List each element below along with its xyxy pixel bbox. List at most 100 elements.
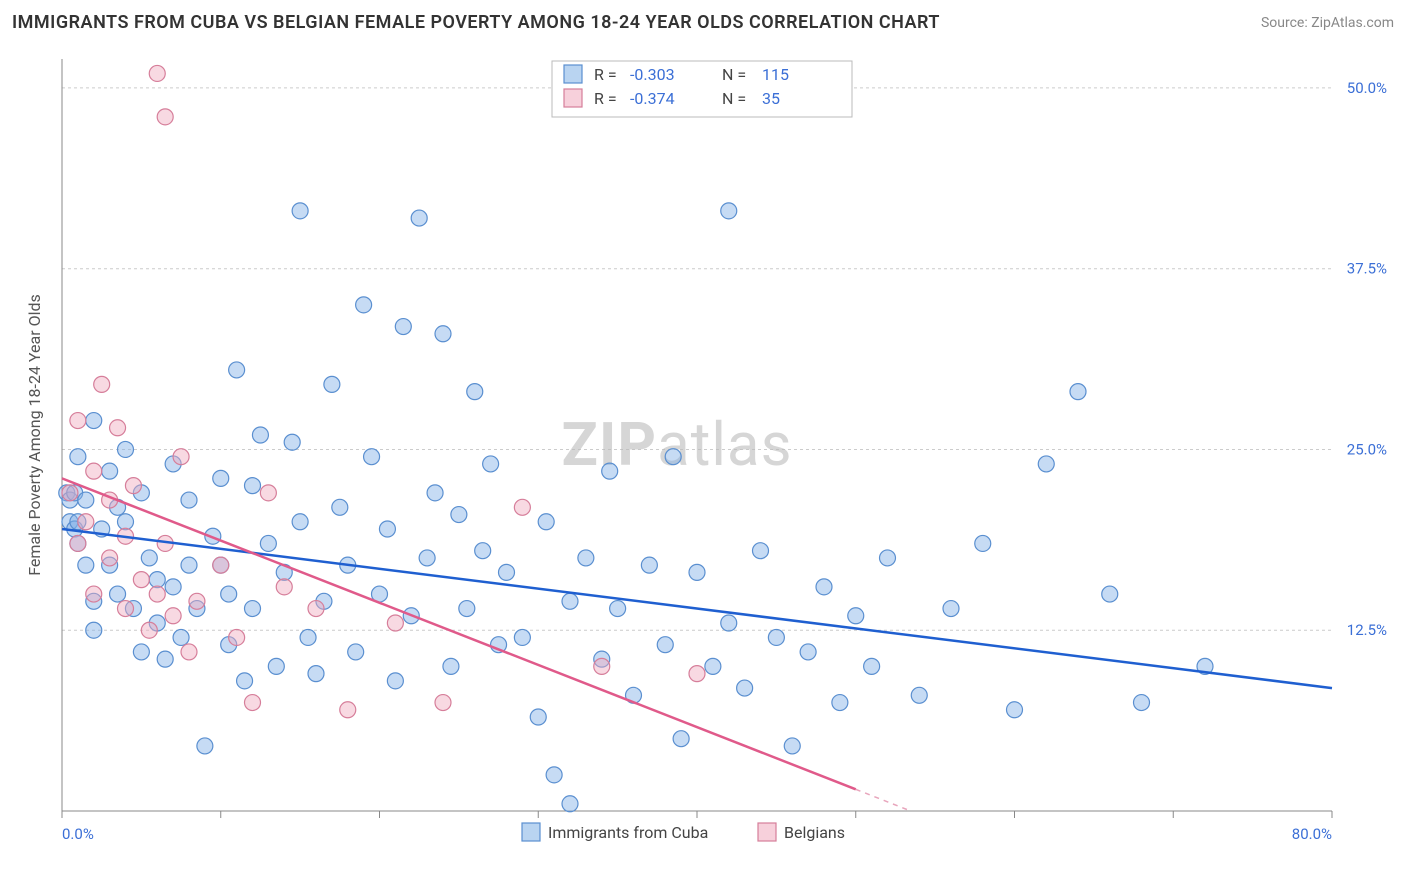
source-attribution: Source: ZipAtlas.com: [1261, 15, 1394, 31]
data-point-belgian: [70, 413, 86, 429]
data-point-cuba: [443, 658, 459, 674]
legend-swatch: [564, 89, 582, 107]
data-point-belgian: [387, 615, 403, 631]
data-point-cuba: [1007, 702, 1023, 718]
data-point-cuba: [673, 731, 689, 747]
data-point-belgian: [149, 65, 165, 81]
data-point-cuba: [141, 550, 157, 566]
data-point-belgian: [141, 622, 157, 638]
data-point-cuba: [657, 637, 673, 653]
data-point-cuba: [943, 601, 959, 617]
legend-r-label: R =: [594, 65, 617, 84]
data-point-belgian: [118, 601, 134, 617]
data-point-cuba: [816, 579, 832, 595]
data-point-cuba: [721, 615, 737, 631]
data-point-cuba: [181, 557, 197, 573]
data-point-belgian: [276, 579, 292, 595]
data-point-belgian: [70, 535, 86, 551]
data-point-cuba: [252, 427, 268, 443]
data-point-cuba: [245, 601, 261, 617]
data-point-cuba: [475, 543, 491, 559]
data-point-cuba: [419, 550, 435, 566]
legend-n-label: N =: [722, 89, 746, 108]
data-point-cuba: [395, 319, 411, 335]
data-point-cuba: [213, 470, 229, 486]
data-point-cuba: [149, 572, 165, 588]
data-point-belgian: [78, 514, 94, 530]
correlation-scatter-chart: ZIPatlas0.0%80.0%12.5%25.0%37.5%50.0%Fem…: [12, 41, 1392, 851]
legend-swatch: [758, 823, 776, 841]
data-point-cuba: [975, 535, 991, 551]
data-point-cuba: [800, 644, 816, 660]
watermark: ZIPatlas: [561, 409, 792, 480]
data-point-cuba: [379, 521, 395, 537]
data-point-cuba: [292, 514, 308, 530]
data-point-cuba: [610, 601, 626, 617]
data-point-belgian: [165, 608, 181, 624]
trendline-belgian-extrap: [856, 789, 911, 811]
data-point-cuba: [221, 586, 237, 602]
y-axis-title: Female Poverty Among 18-24 Year Olds: [25, 294, 44, 576]
data-point-belgian: [173, 449, 189, 465]
data-point-cuba: [245, 478, 261, 494]
data-point-cuba: [78, 557, 94, 573]
data-point-cuba: [411, 210, 427, 226]
data-point-cuba: [880, 550, 896, 566]
data-point-belgian: [340, 702, 356, 718]
legend-n-value: 35: [762, 89, 780, 108]
y-tick-label: 37.5%: [1347, 260, 1387, 278]
data-point-cuba: [157, 651, 173, 667]
data-point-belgian: [308, 601, 324, 617]
data-point-cuba: [268, 658, 284, 674]
data-point-cuba: [197, 738, 213, 754]
data-point-cuba: [292, 203, 308, 219]
data-point-belgian: [149, 586, 165, 602]
data-point-cuba: [737, 680, 753, 696]
data-point-belgian: [229, 629, 245, 645]
legend-swatch: [564, 65, 582, 83]
source-link[interactable]: ZipAtlas.com: [1311, 15, 1394, 31]
x-tick-label: 0.0%: [62, 825, 94, 843]
data-point-belgian: [213, 557, 229, 573]
data-point-cuba: [387, 673, 403, 689]
data-point-belgian: [86, 586, 102, 602]
data-point-cuba: [165, 579, 181, 595]
legend-r-value: -0.374: [630, 89, 675, 108]
data-point-cuba: [427, 485, 443, 501]
data-point-belgian: [181, 644, 197, 660]
data-point-belgian: [157, 109, 173, 125]
data-point-cuba: [483, 456, 499, 472]
data-point-belgian: [62, 485, 78, 501]
data-point-cuba: [546, 767, 562, 783]
legend-n-value: 115: [762, 65, 789, 84]
data-point-belgian: [94, 376, 110, 392]
data-point-cuba: [133, 644, 149, 660]
data-point-belgian: [245, 695, 261, 711]
data-point-cuba: [308, 666, 324, 682]
data-point-belgian: [260, 485, 276, 501]
data-point-cuba: [641, 557, 657, 573]
data-point-cuba: [538, 514, 554, 530]
data-point-cuba: [110, 586, 126, 602]
legend-r-value: -0.303: [630, 65, 675, 84]
data-point-belgian: [594, 658, 610, 674]
data-point-belgian: [86, 463, 102, 479]
data-point-cuba: [332, 499, 348, 515]
data-point-cuba: [499, 564, 515, 580]
data-point-belgian: [689, 666, 705, 682]
data-point-cuba: [1134, 695, 1150, 711]
data-point-cuba: [721, 203, 737, 219]
data-point-cuba: [229, 362, 245, 378]
data-point-cuba: [864, 658, 880, 674]
data-point-cuba: [848, 608, 864, 624]
data-point-cuba: [665, 449, 681, 465]
data-point-belgian: [133, 572, 149, 588]
data-point-cuba: [530, 709, 546, 725]
data-point-cuba: [324, 376, 340, 392]
data-point-cuba: [1102, 586, 1118, 602]
data-point-cuba: [86, 622, 102, 638]
data-point-cuba: [514, 629, 530, 645]
data-point-cuba: [173, 629, 189, 645]
data-point-cuba: [237, 673, 253, 689]
data-point-belgian: [102, 550, 118, 566]
